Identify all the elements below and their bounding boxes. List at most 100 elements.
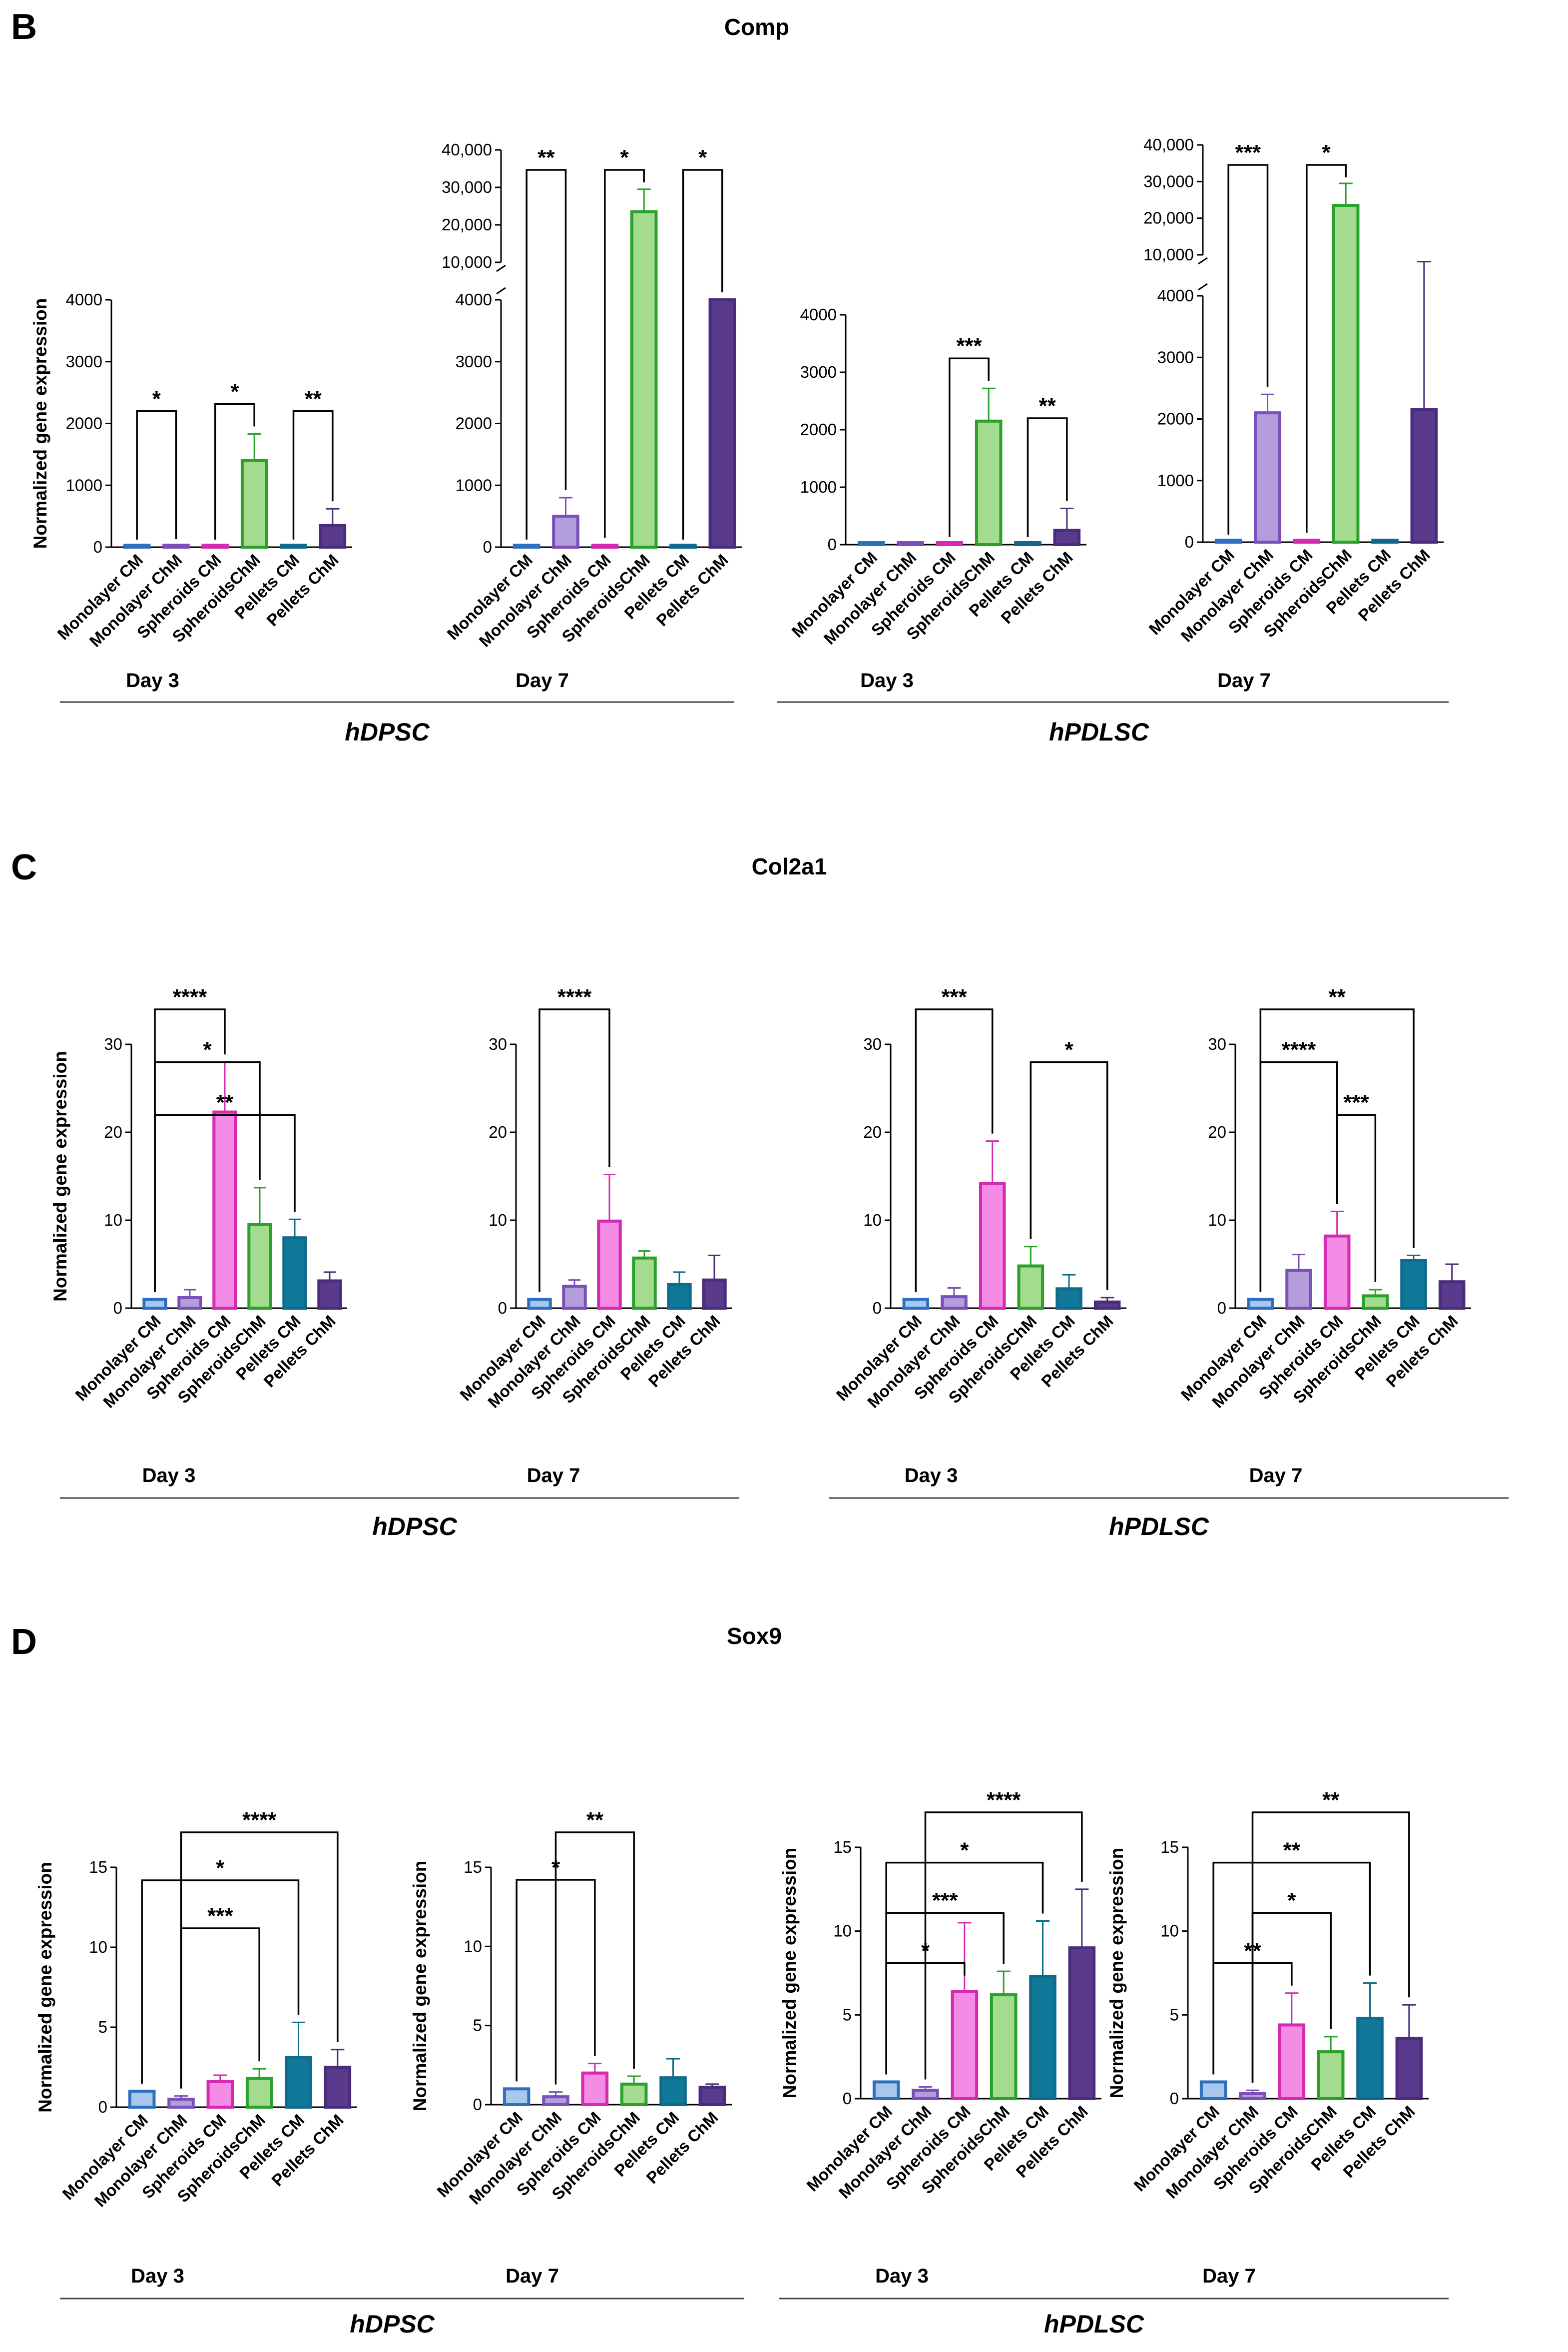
significance-label: **** xyxy=(1282,1038,1316,1062)
bar xyxy=(503,2087,530,2107)
significance-label: ** xyxy=(305,387,322,411)
cell-group-label: hPDLSC xyxy=(1109,1513,1209,1541)
day-label: Day 7 xyxy=(1202,2265,1256,2287)
axis-break-mark xyxy=(1198,257,1208,291)
significance-bracket xyxy=(924,1811,1083,2080)
y-tick-label: 5 xyxy=(1170,2005,1179,2024)
y-tick-label: 3000 xyxy=(66,352,102,371)
significance-bracket xyxy=(292,410,334,540)
y-tick-label: 0 xyxy=(843,2089,852,2108)
bar xyxy=(285,2056,312,2109)
bar xyxy=(951,1990,979,2101)
y-tick-label: 2000 xyxy=(800,420,837,439)
bar xyxy=(990,1993,1018,2100)
significance-label: **** xyxy=(242,1808,277,1832)
panel-letter: D xyxy=(11,1622,37,1662)
bar xyxy=(1199,2080,1227,2101)
y-tick-label: 1000 xyxy=(800,478,837,496)
bar xyxy=(667,1283,692,1310)
bar xyxy=(632,1256,657,1310)
bar xyxy=(872,2080,900,2101)
panel-letter: B xyxy=(11,7,37,47)
y-tick-label: 0 xyxy=(113,1299,122,1317)
significance-bracket xyxy=(538,1008,610,1292)
y-tick-label: 40,000 xyxy=(1143,135,1194,154)
plot-comp-hdpsc-day7: 0 1000 2000 3000 4000 10,000 20,000 30,000 40,00… xyxy=(442,140,742,651)
bar xyxy=(1323,1234,1351,1310)
y-tick-label: 15 xyxy=(464,1858,482,1876)
significance-label: * xyxy=(551,1855,560,1880)
bar xyxy=(562,1285,587,1310)
bar xyxy=(1317,2050,1345,2100)
significance-bracket xyxy=(525,169,567,540)
bar xyxy=(581,2071,609,2106)
bar xyxy=(552,515,579,549)
significance-label: * xyxy=(152,387,161,411)
plot-comp-hpdlsc-day7: 0 1000 2000 3000 4000 10,000 20,000 30,000 40,00… xyxy=(1143,135,1444,646)
significance-bracket xyxy=(949,357,990,537)
significance-bracket xyxy=(604,169,645,538)
day-label: Day 7 xyxy=(1249,1465,1303,1487)
gene-title: Comp xyxy=(724,14,789,40)
bar xyxy=(1278,2023,1306,2101)
y-tick-label: 0 xyxy=(873,1299,882,1317)
bar xyxy=(319,524,347,549)
day-label: Day 3 xyxy=(905,1465,958,1487)
y-axis-title: Normalized gene expression xyxy=(1106,1848,1127,2099)
bar xyxy=(123,544,151,549)
significance-bracket xyxy=(1212,1962,1293,2075)
cell-group-label: hDPSC xyxy=(350,2310,435,2338)
bar xyxy=(1017,1264,1045,1310)
gene-title: Col2a1 xyxy=(752,853,827,879)
bar xyxy=(1362,1294,1389,1310)
y-tick-label: 30 xyxy=(489,1035,507,1053)
y-tick-label: 0 xyxy=(483,538,492,556)
bar xyxy=(317,1279,342,1310)
day-label: Day 3 xyxy=(875,2265,929,2287)
bar xyxy=(936,541,964,546)
significance-label: * xyxy=(620,145,629,170)
bar xyxy=(212,1110,237,1310)
y-tick-label: 20 xyxy=(489,1123,507,1141)
significance-label: **** xyxy=(987,1788,1021,1812)
bar xyxy=(513,544,540,549)
y-tick-label: 3000 xyxy=(456,352,492,371)
significance-label: *** xyxy=(207,1904,233,1928)
y-tick-label: 0 xyxy=(828,535,837,554)
y-tick-label: 10 xyxy=(464,1937,482,1955)
significance-bracket xyxy=(154,1061,261,1292)
y-tick-label: 15 xyxy=(89,1858,107,1876)
day-label: Day 3 xyxy=(131,2265,184,2287)
y-tick-label: 0 xyxy=(498,1299,507,1317)
y-tick-label: 10,000 xyxy=(442,253,492,271)
significance-bracket xyxy=(1227,164,1269,535)
day-label: Day 7 xyxy=(506,2265,559,2287)
y-tick-label: 0 xyxy=(473,2095,482,2114)
bar xyxy=(1093,1300,1121,1310)
significance-label: ** xyxy=(1244,1939,1261,1963)
cell-group-label: hPDLSC xyxy=(1049,718,1149,746)
cell-group-label: hPDLSC xyxy=(1044,2310,1144,2338)
bar xyxy=(245,2077,273,2109)
significance-label: * xyxy=(216,1856,225,1880)
y-tick-label: 10 xyxy=(833,1922,852,1940)
significance-label: *** xyxy=(932,1888,958,1913)
significance-bracket xyxy=(885,1962,966,2075)
y-tick-label: 30,000 xyxy=(1143,172,1194,190)
y-tick-label: 15 xyxy=(833,1838,852,1856)
bar xyxy=(979,1182,1006,1310)
y-tick-label: 10 xyxy=(489,1211,507,1229)
bar xyxy=(282,1236,307,1310)
significance-bracket xyxy=(516,1879,596,2082)
y-tick-label: 0 xyxy=(93,538,102,556)
significance-label: * xyxy=(203,1038,212,1062)
significance-label: * xyxy=(1287,1888,1296,1913)
bar xyxy=(1285,1269,1312,1310)
